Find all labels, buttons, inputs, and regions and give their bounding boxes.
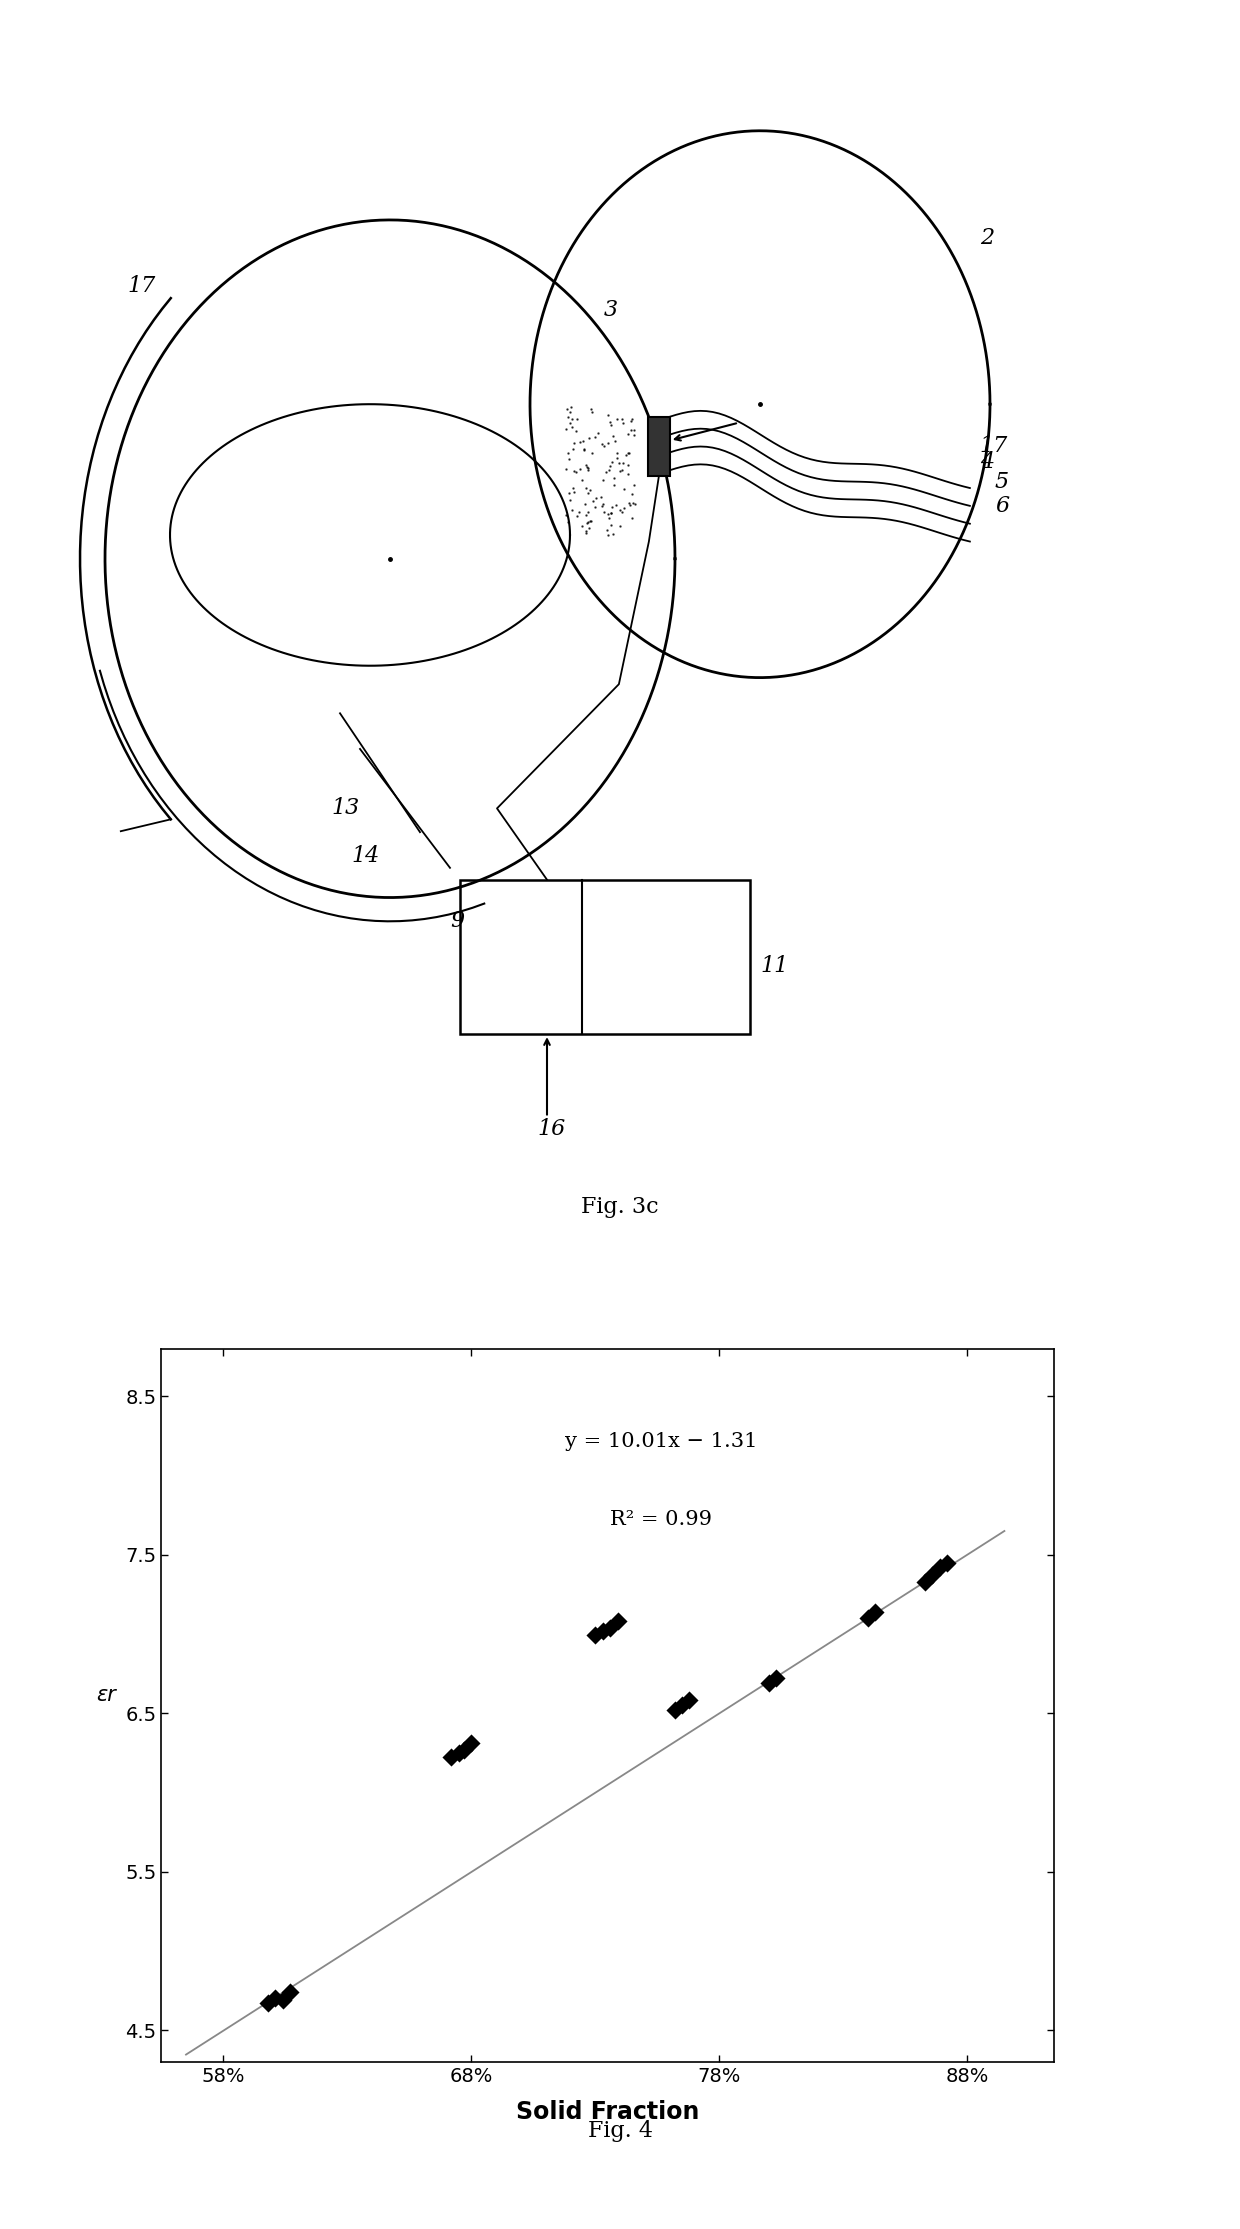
Text: 13: 13 — [332, 798, 360, 820]
Text: 6: 6 — [994, 495, 1009, 517]
X-axis label: Solid Fraction: Solid Fraction — [516, 2100, 699, 2124]
Point — [866, 1594, 885, 1629]
Point — [593, 1614, 613, 1649]
Text: 9: 9 — [450, 909, 464, 932]
Point — [937, 1545, 957, 1580]
Point — [923, 1558, 942, 1594]
Text: 11: 11 — [760, 956, 789, 979]
Point — [608, 1603, 627, 1638]
Point — [441, 1739, 461, 1774]
Point — [461, 1725, 481, 1761]
Point — [600, 1609, 620, 1645]
Point — [858, 1600, 878, 1636]
Bar — [647, 417, 670, 477]
Text: 16: 16 — [538, 1119, 567, 1141]
Point — [273, 1982, 293, 2017]
Text: 17: 17 — [980, 435, 1008, 457]
Text: 17: 17 — [128, 274, 156, 296]
Text: Fig. 3c: Fig. 3c — [582, 1195, 658, 1217]
Text: 14: 14 — [352, 845, 379, 867]
Point — [680, 1683, 699, 1719]
Point — [449, 1734, 469, 1770]
Point — [265, 1982, 285, 2017]
Text: 4: 4 — [980, 450, 994, 473]
Point — [930, 1549, 950, 1585]
Text: 3: 3 — [604, 299, 618, 321]
Point — [665, 1692, 684, 1727]
Text: Fig. 4: Fig. 4 — [588, 2120, 652, 2142]
Y-axis label: εr: εr — [95, 1685, 115, 1705]
Bar — [460, 880, 750, 1034]
Text: 2: 2 — [980, 227, 994, 250]
Point — [454, 1732, 474, 1768]
Point — [759, 1665, 779, 1701]
Point — [280, 1975, 300, 2011]
Text: y = 10.01x − 1.31: y = 10.01x − 1.31 — [565, 1431, 758, 1451]
Point — [915, 1565, 935, 1600]
Text: 5: 5 — [994, 470, 1009, 493]
Point — [585, 1618, 605, 1654]
Point — [672, 1687, 692, 1723]
Point — [766, 1661, 786, 1696]
Point — [258, 1986, 278, 2022]
Text: R² = 0.99: R² = 0.99 — [610, 1511, 712, 1529]
